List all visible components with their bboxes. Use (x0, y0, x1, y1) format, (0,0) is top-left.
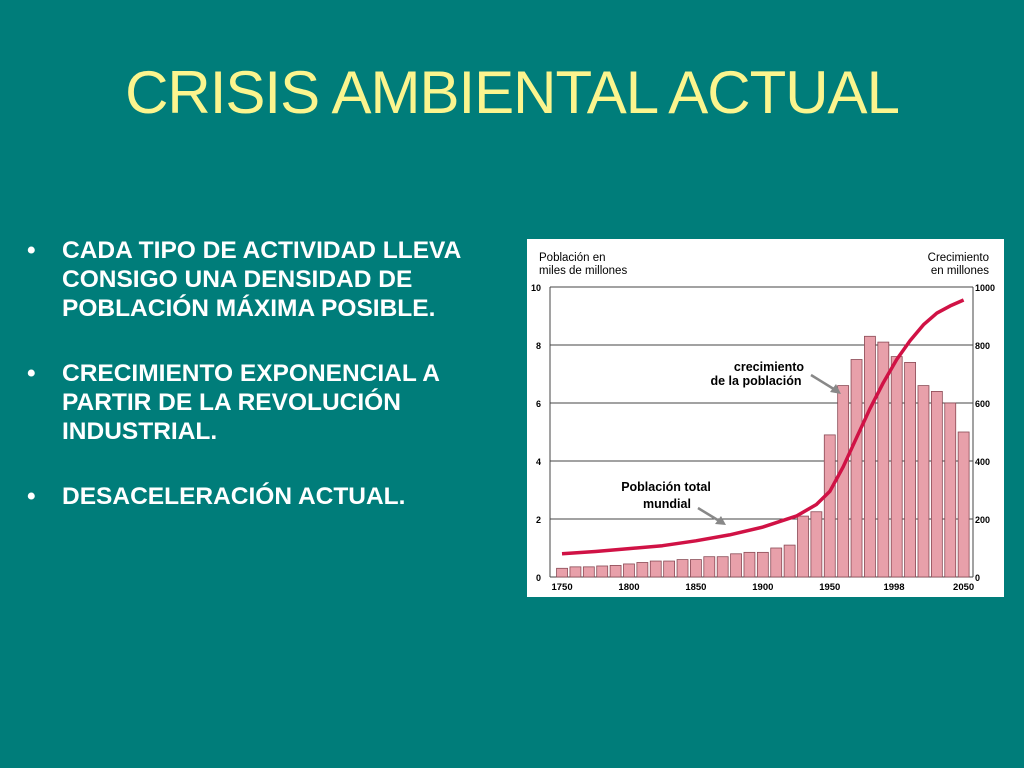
bar (810, 511, 823, 578)
bar (623, 563, 635, 578)
annotation-growth-label: crecimiento (734, 360, 805, 374)
bar (569, 566, 582, 578)
annotation-total-arrowhead (715, 516, 726, 525)
left-axis-label: Población en (539, 252, 606, 264)
bar (930, 390, 943, 578)
x-tick-label: 1900 (752, 582, 773, 593)
bar (783, 544, 796, 578)
annotation-growth-arrow (810, 373, 838, 393)
left-tick-label: 6 (536, 399, 541, 409)
bar (636, 562, 649, 578)
x-tick-label: 1750 (551, 582, 572, 593)
bar (743, 551, 756, 578)
bar (770, 547, 783, 578)
bar (649, 560, 662, 578)
right-axis-label: Crecimiento (928, 252, 989, 264)
bullet-item: • CADA TIPO DE ACTIVIDAD LLEVA CONSIGO U… (22, 236, 492, 323)
bar (716, 556, 729, 578)
right-axis-label: en millones (931, 265, 989, 277)
bar (756, 551, 769, 578)
x-tick-label: 1800 (618, 582, 639, 593)
bullet-text: CRECIMIENTO EXPONENCIAL A PARTIR DE LA R… (62, 360, 440, 445)
bar (582, 566, 595, 578)
bar (556, 567, 568, 578)
bar (944, 402, 957, 578)
annotation-total-arrow (697, 506, 722, 524)
bullet-list: • CADA TIPO DE ACTIVIDAD LLEVA CONSIGO U… (22, 236, 492, 547)
left-tick-label: 4 (536, 457, 541, 467)
bar (957, 431, 970, 578)
right-tick-label: 600 (975, 399, 990, 409)
right-tick-label: 1000 (975, 283, 995, 293)
bar (823, 434, 836, 578)
x-tick-label: 1998 (883, 582, 904, 593)
bar (904, 362, 916, 578)
annotation-total-label: mundial (643, 497, 691, 511)
right-tick-label: 0 (975, 573, 980, 583)
bar (890, 356, 903, 578)
left-tick-label: 10 (531, 283, 541, 293)
x-tick-label: 2050 (953, 582, 974, 593)
bar (730, 553, 742, 578)
slide-title: CRISIS AMBIENTAL ACTUAL (125, 59, 900, 126)
bullet-text: CADA TIPO DE ACTIVIDAD LLEVA CONSIGO UNA… (62, 237, 461, 322)
bar (917, 385, 930, 578)
bullet-dot-icon: • (27, 360, 36, 387)
bullet-item: • DESACELERACIÓN ACTUAL. (22, 482, 492, 511)
bar (877, 341, 890, 578)
population-chart: Población en miles de millones Crecimiento… (527, 239, 1004, 597)
right-tick-label: 400 (975, 457, 990, 467)
bar (676, 559, 689, 578)
bullet-item: • CRECIMIENTO EXPONENCIAL A PARTIR DE LA… (22, 359, 492, 446)
annotation-growth-arrowhead (830, 384, 841, 394)
bullet-text: DESACELERACIÓN ACTUAL. (62, 483, 406, 510)
left-axis-label: miles de millones (539, 265, 627, 277)
x-tick-label: 1950 (819, 582, 840, 593)
bullet-dot-icon: • (27, 483, 36, 510)
left-tick-label: 2 (536, 515, 541, 525)
annotation-total-label: Población total (621, 480, 711, 494)
left-tick-label: 0 (536, 573, 541, 583)
population-line (561, 298, 965, 556)
x-tick-label: 1850 (685, 582, 706, 593)
bar (609, 564, 622, 578)
bar (797, 515, 809, 578)
left-tick-label: 8 (536, 341, 541, 351)
annotation-growth-label: de la población (711, 374, 802, 388)
bar (703, 556, 716, 578)
bar (596, 565, 609, 578)
bar (864, 335, 876, 578)
bar (837, 385, 850, 578)
right-tick-label: 200 (975, 515, 990, 525)
bar (850, 359, 863, 578)
bar (690, 559, 702, 578)
bar (663, 560, 676, 578)
right-tick-label: 800 (975, 341, 990, 351)
bullet-dot-icon: • (27, 237, 36, 264)
